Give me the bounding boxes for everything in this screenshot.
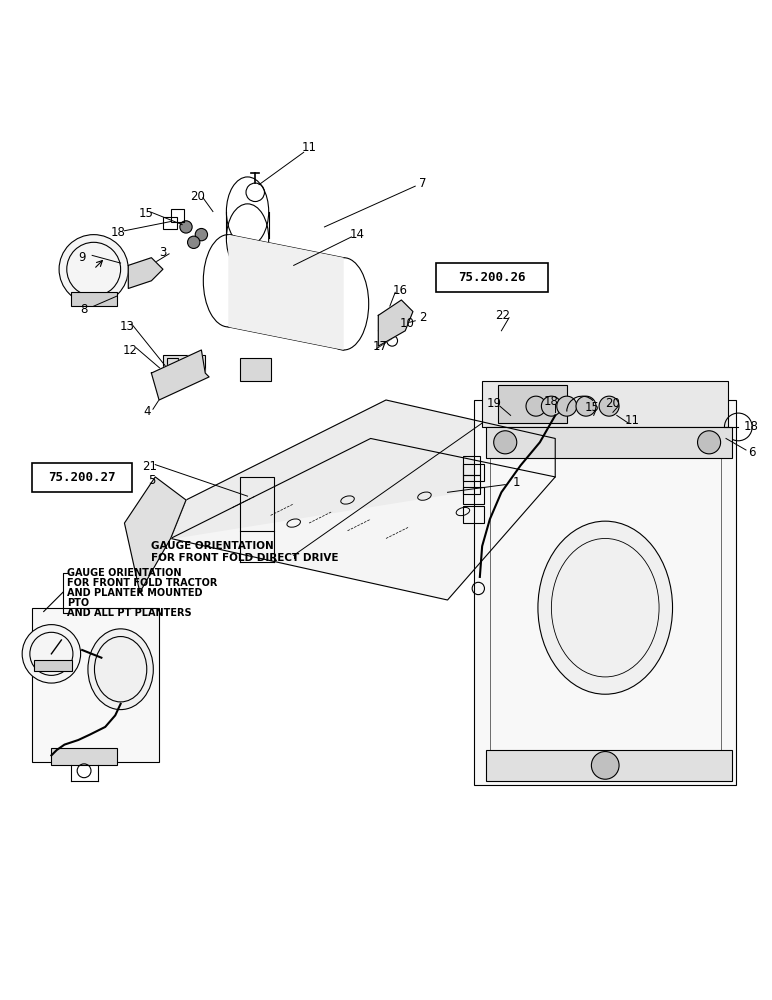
- Bar: [171, 209, 185, 222]
- Bar: [436, 263, 547, 292]
- Circle shape: [576, 396, 596, 416]
- Ellipse shape: [538, 521, 672, 694]
- Circle shape: [59, 235, 128, 304]
- Circle shape: [541, 396, 561, 416]
- Bar: [240, 358, 271, 381]
- Text: 15: 15: [138, 207, 154, 220]
- Bar: [52, 748, 117, 765]
- Text: 6: 6: [747, 446, 755, 459]
- Circle shape: [591, 752, 619, 779]
- Text: 14: 14: [349, 228, 364, 241]
- Bar: [463, 464, 485, 481]
- Bar: [497, 385, 567, 423]
- Text: 9: 9: [79, 251, 86, 264]
- Text: 11: 11: [302, 141, 317, 154]
- Polygon shape: [151, 350, 209, 400]
- Text: 12: 12: [123, 344, 138, 357]
- Text: 21: 21: [142, 460, 157, 473]
- Bar: [240, 477, 275, 531]
- Circle shape: [188, 236, 200, 248]
- Text: 2: 2: [419, 311, 427, 324]
- Circle shape: [599, 396, 619, 416]
- Text: PTO: PTO: [66, 598, 89, 608]
- Text: GAUGE ORIENTATION: GAUGE ORIENTATION: [151, 541, 274, 551]
- Circle shape: [557, 396, 577, 416]
- Text: GAUGE ORIENTATION: GAUGE ORIENTATION: [66, 568, 181, 578]
- Text: 7: 7: [419, 177, 427, 190]
- Polygon shape: [171, 400, 555, 538]
- Text: FOR FRONT FOLD TRACTOR: FOR FRONT FOLD TRACTOR: [66, 578, 217, 588]
- Bar: [486, 427, 732, 458]
- Text: 22: 22: [496, 309, 510, 322]
- Polygon shape: [171, 438, 555, 600]
- Bar: [70, 292, 117, 306]
- Text: 16: 16: [392, 284, 408, 297]
- Bar: [34, 660, 72, 671]
- Text: 8: 8: [80, 303, 87, 316]
- Bar: [490, 415, 720, 769]
- Circle shape: [180, 221, 192, 233]
- Text: 18: 18: [111, 226, 126, 239]
- Text: 20: 20: [605, 397, 621, 410]
- Polygon shape: [229, 235, 344, 350]
- Bar: [163, 217, 177, 229]
- Text: 18: 18: [544, 395, 559, 408]
- Bar: [167, 358, 178, 375]
- Circle shape: [22, 625, 80, 683]
- Bar: [163, 355, 205, 377]
- Bar: [475, 400, 736, 785]
- Text: 18: 18: [744, 420, 759, 433]
- Text: AND ALL PT PLANTERS: AND ALL PT PLANTERS: [66, 608, 191, 618]
- Bar: [482, 381, 728, 427]
- Text: 75.200.27: 75.200.27: [49, 471, 116, 484]
- Text: FOR FRONT FOLD DIRECT DRIVE: FOR FRONT FOLD DIRECT DRIVE: [151, 553, 339, 563]
- Circle shape: [698, 431, 720, 454]
- Text: 15: 15: [584, 401, 600, 414]
- Circle shape: [195, 228, 208, 241]
- Polygon shape: [378, 300, 413, 346]
- Text: 19: 19: [486, 397, 501, 410]
- Ellipse shape: [88, 629, 154, 710]
- Text: 13: 13: [120, 320, 134, 333]
- Circle shape: [526, 396, 546, 416]
- Text: AND PLANTER MOUNTED: AND PLANTER MOUNTED: [66, 588, 202, 598]
- Text: 20: 20: [190, 190, 205, 203]
- FancyBboxPatch shape: [32, 608, 159, 762]
- Text: 1: 1: [513, 476, 520, 489]
- Text: 17: 17: [372, 340, 388, 353]
- Bar: [463, 487, 485, 504]
- Bar: [32, 463, 132, 492]
- Bar: [463, 456, 480, 475]
- Text: 11: 11: [625, 414, 640, 427]
- Text: 5: 5: [147, 474, 155, 487]
- Text: 3: 3: [159, 246, 167, 259]
- Polygon shape: [128, 258, 163, 288]
- Bar: [486, 750, 732, 781]
- Bar: [463, 475, 480, 494]
- Bar: [463, 506, 485, 523]
- Text: 4: 4: [144, 405, 151, 418]
- Polygon shape: [124, 477, 186, 592]
- Text: 75.200.26: 75.200.26: [459, 271, 526, 284]
- Circle shape: [493, 431, 516, 454]
- Text: 10: 10: [400, 317, 415, 330]
